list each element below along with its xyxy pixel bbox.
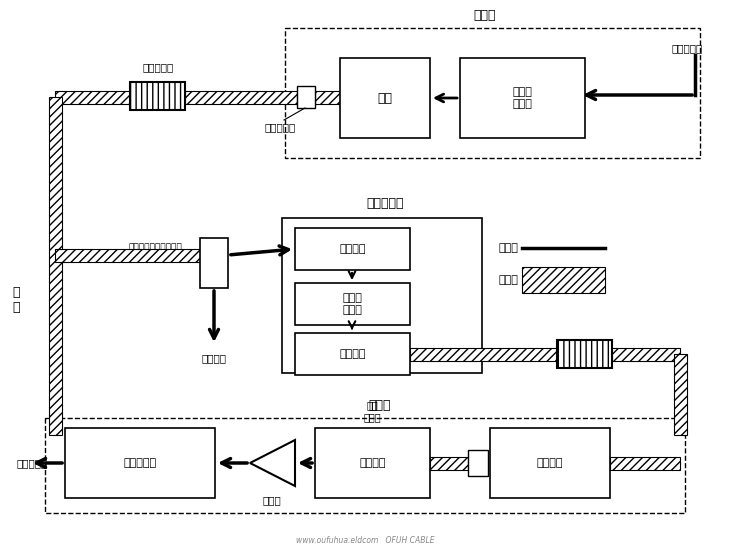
Bar xyxy=(55,91,130,103)
Bar xyxy=(460,58,585,138)
Bar xyxy=(295,228,410,270)
Bar xyxy=(522,267,605,293)
Text: 光耦合器: 光耦合器 xyxy=(359,458,386,468)
Bar xyxy=(430,456,468,469)
Bar xyxy=(410,347,560,361)
Bar xyxy=(55,248,200,262)
Bar xyxy=(610,456,680,469)
Bar xyxy=(340,58,430,138)
Bar xyxy=(468,450,488,476)
Text: 光检测器: 光检测器 xyxy=(339,244,366,254)
Bar xyxy=(557,340,612,368)
Text: 收端机: 收端机 xyxy=(368,399,391,412)
Text: 电信号输入: 电信号输入 xyxy=(672,43,703,53)
Text: 电信号: 电信号 xyxy=(498,243,518,253)
Text: 光放大器: 光放大器 xyxy=(537,458,564,468)
Bar xyxy=(315,428,430,498)
Bar xyxy=(297,86,315,108)
Text: 光纤接续盒: 光纤接续盒 xyxy=(143,62,174,72)
Bar xyxy=(130,82,185,110)
Bar xyxy=(65,428,215,498)
Bar xyxy=(285,28,700,158)
Bar xyxy=(282,218,482,373)
Bar xyxy=(295,333,410,375)
Bar xyxy=(200,238,228,288)
Text: www.oufuhua.eldcom   OFUH CABLE: www.oufuhua.eldcom OFUH CABLE xyxy=(295,536,434,545)
Polygon shape xyxy=(250,440,295,486)
Bar xyxy=(45,418,685,513)
Bar xyxy=(48,97,61,435)
Text: 再生中继器: 再生中继器 xyxy=(366,197,404,210)
Text: 程控设备: 程控设备 xyxy=(202,353,227,363)
Bar xyxy=(295,283,410,325)
Text: 放大器: 放大器 xyxy=(262,495,281,505)
Text: 光
纤: 光 纤 xyxy=(12,286,20,314)
Bar xyxy=(315,91,340,103)
Bar xyxy=(185,91,297,103)
Bar xyxy=(490,428,610,498)
Text: 光调制器: 光调制器 xyxy=(339,349,366,359)
Text: 信号判决器: 信号判决器 xyxy=(124,458,156,468)
Text: 光源: 光源 xyxy=(377,91,393,105)
Text: 电信号
驱动器: 电信号 驱动器 xyxy=(512,87,532,109)
Bar xyxy=(612,347,680,361)
Text: 信号
均衡器: 信号 均衡器 xyxy=(363,400,381,422)
Text: 电信号
处理器: 电信号 处理器 xyxy=(343,293,363,315)
Text: 发端机: 发端机 xyxy=(474,9,496,22)
Text: 光纤耦合器: 光纤耦合器 xyxy=(265,122,295,132)
Text: 光信号: 光信号 xyxy=(498,275,518,285)
Text: 光纤耦合分束器代束器: 光纤耦合分束器代束器 xyxy=(128,243,182,253)
Bar xyxy=(673,354,686,435)
Text: 电信号输出: 电信号输出 xyxy=(17,458,48,468)
